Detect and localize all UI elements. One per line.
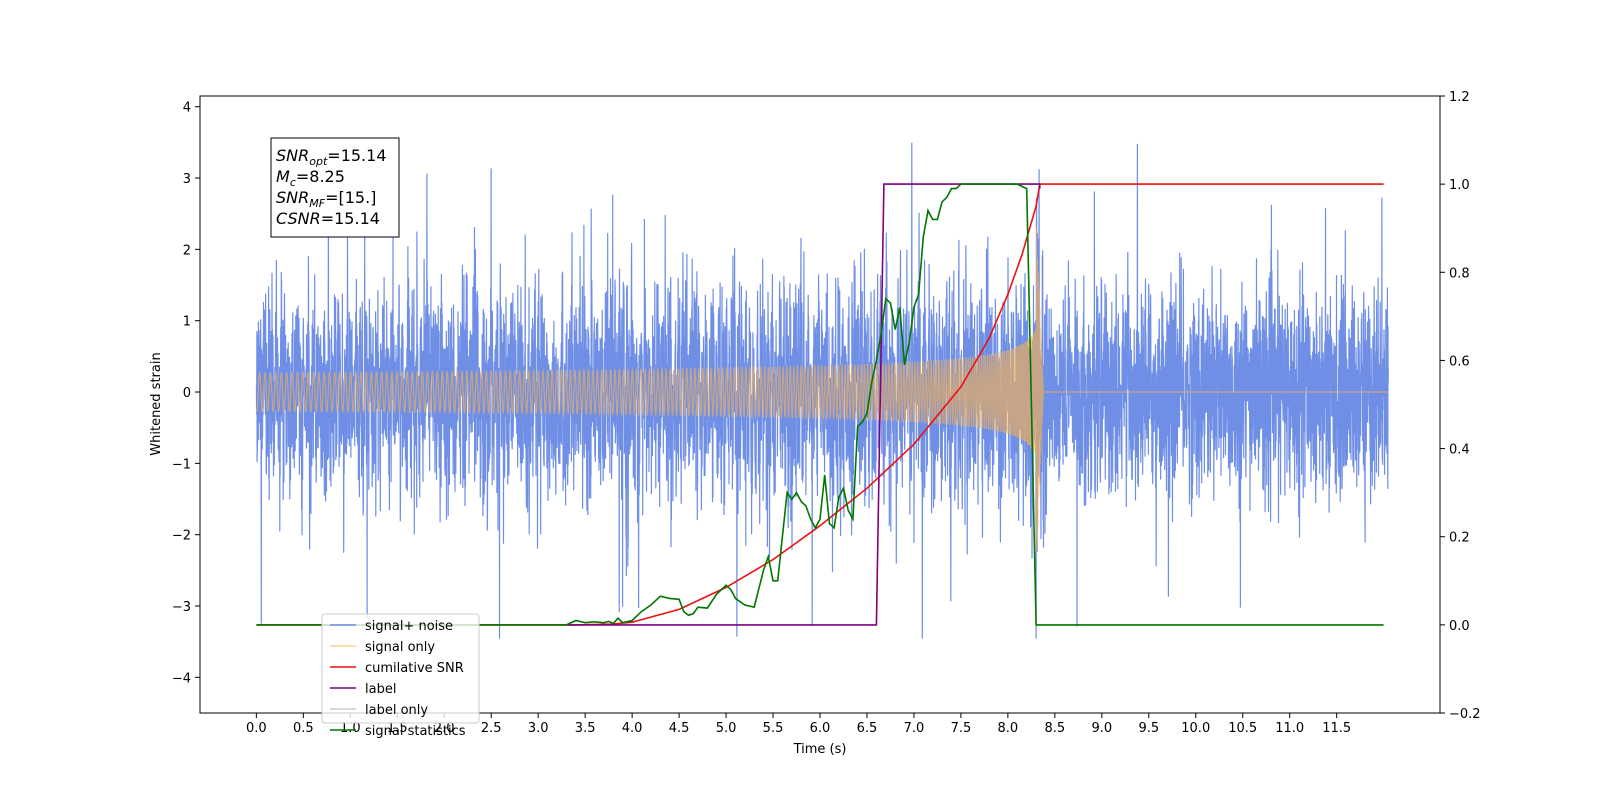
x-tick-label: 6.5	[857, 721, 878, 736]
series-signal-plus-noise	[255, 142, 1389, 639]
annotation-line: Mc=8.25	[276, 167, 345, 189]
y-right-tick-label: 0.4	[1449, 443, 1470, 458]
annotation-frame	[270, 137, 400, 238]
annotation-line: SNRMF=[15.]	[276, 188, 376, 210]
x-tick-label: 3.5	[575, 721, 596, 736]
x-tick-label: 10.0	[1181, 721, 1210, 736]
x-tick-label: 0.0	[246, 721, 267, 736]
y-axis-left: 4 3 2 1 0 −1 −2 −3 −4	[172, 101, 200, 686]
legend-entry: cumilative SNR	[365, 661, 464, 676]
x-tick-label: 1.0	[340, 721, 361, 736]
x-tick-label: 8.5	[1045, 721, 1066, 736]
x-tick-label: 4.5	[669, 721, 690, 736]
legend-entry: label only	[365, 703, 428, 718]
legend-frame	[321, 613, 480, 724]
x-tick-label: 4.0	[622, 721, 643, 736]
x-tick-label: 10.5	[1228, 721, 1257, 736]
y-right-tick-label: 0.0	[1449, 619, 1470, 634]
series-signal-only	[255, 228, 1389, 553]
legend-entry: label	[365, 682, 396, 697]
x-tick-label: 5.0	[716, 721, 737, 736]
x-tick-label: 2.5	[481, 721, 502, 736]
series-line-5	[256, 183, 1384, 626]
y-left-tick-label: −3	[172, 600, 191, 615]
legend-entry: signal statistics	[365, 724, 466, 739]
series-line-3	[566, 183, 1041, 626]
annotation-value: =15.14	[327, 146, 386, 165]
x-tick-label: 9.5	[1138, 721, 1159, 736]
y-right-tick-label: 0.6	[1449, 354, 1470, 369]
annotation-subscript: c	[290, 176, 296, 189]
y-left-tick-label: −2	[172, 529, 191, 544]
annotation-value: =8.25	[296, 167, 345, 186]
annotation-symbol: M	[276, 167, 290, 186]
annotation-subscript: opt	[309, 155, 328, 168]
x-tick-label: 0.5	[293, 721, 314, 736]
x-axis-label: Time (s)	[793, 742, 847, 757]
plot-area	[255, 142, 1389, 639]
x-tick-label: 5.5	[763, 721, 784, 736]
annotation-line: SNRopt=15.14	[276, 146, 387, 168]
annotation-symbol: SNR	[276, 188, 309, 207]
x-tick-label: 3.0	[528, 721, 549, 736]
y-left-tick-label: 1	[183, 315, 191, 330]
x-tick-label: 8.0	[998, 721, 1019, 736]
legend: signal+ noise signal only cumilative SNR la…	[321, 613, 480, 739]
annotation-symbol: CSNR	[276, 209, 321, 228]
legend-entry: signal+ noise	[365, 619, 453, 634]
y-left-tick-label: 4	[183, 101, 191, 116]
y-right-tick-label: 1.0	[1449, 178, 1470, 193]
annotation-subscript: MF	[309, 197, 325, 210]
y-left-tick-label: 2	[183, 243, 191, 258]
y-right-tick-label: 0.8	[1449, 266, 1470, 281]
y-left-tick-label: 3	[183, 172, 191, 187]
x-tick-label: 7.5	[951, 721, 972, 736]
x-tick-label: 2.0	[434, 721, 455, 736]
y-right-tick-label: 1.2	[1449, 90, 1470, 105]
y-axis-right: 1.2 1.0 0.8 0.6 0.4 0.2 0.0 −0.2	[1440, 90, 1481, 722]
y-right-tick-label: −0.2	[1449, 707, 1481, 722]
x-tick-label: 11.0	[1275, 721, 1304, 736]
annotation-value: =15.14	[321, 209, 380, 228]
legend-entry: signal only	[365, 640, 435, 655]
y-left-tick-label: −1	[172, 457, 191, 472]
x-tick-label: 1.5	[387, 721, 408, 736]
y-left-tick-label: −4	[172, 671, 191, 686]
annotation-line: CSNR=15.14	[276, 209, 380, 228]
series-line-2	[256, 183, 1384, 626]
x-tick-label: 9.0	[1091, 721, 1112, 736]
x-axis: 0.0 0.5 1.0 1.5 2.0 2.5 3.0 3.5 4.0 4.5 5.0 5.5 6.0 6…	[246, 713, 1351, 736]
y-axis-label: Whitened strain	[149, 352, 164, 455]
x-tick-label: 11.5	[1322, 721, 1351, 736]
y-left-tick-label: 0	[183, 386, 191, 401]
annotation-symbol: SNR	[276, 146, 309, 165]
x-tick-label: 6.0	[810, 721, 831, 736]
y-right-tick-label: 0.2	[1449, 531, 1470, 546]
x-tick-label: 7.0	[904, 721, 925, 736]
annotation-value: =[15.]	[325, 188, 376, 207]
right-axis-series	[256, 183, 1384, 626]
